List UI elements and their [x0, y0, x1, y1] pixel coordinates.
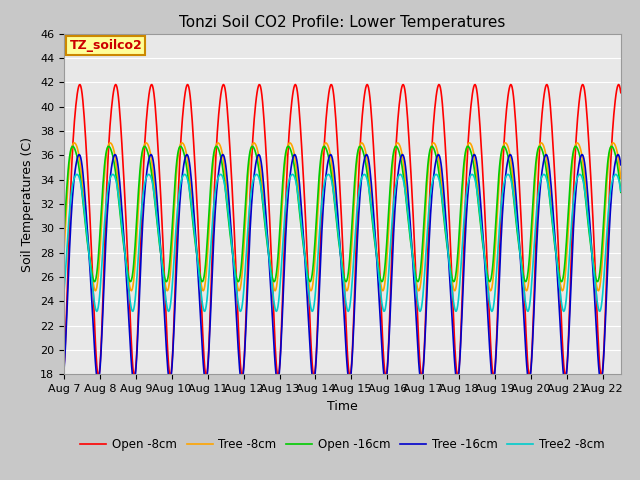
Tree -16cm [238, 379, 246, 385]
Open -8cm [94, 373, 102, 379]
Tree2 -8cm [360, 171, 368, 177]
Tree -16cm [617, 162, 625, 168]
Tree -16cm [483, 299, 491, 304]
Tree2 -8cm [95, 300, 102, 306]
Open -8cm [364, 82, 371, 87]
Line: Tree -16cm: Tree -16cm [64, 155, 621, 382]
Title: Tonzi Soil CO2 Profile: Lower Temperatures: Tonzi Soil CO2 Profile: Lower Temperatur… [179, 15, 506, 30]
Open -16cm [415, 275, 423, 281]
Open -8cm [399, 82, 406, 88]
Open -16cm [234, 279, 242, 285]
Open -16cm [94, 257, 102, 263]
Tree -8cm [617, 176, 625, 181]
X-axis label: Time: Time [327, 400, 358, 413]
Text: TZ_soilco2: TZ_soilco2 [70, 39, 142, 52]
Open -16cm [541, 158, 548, 164]
Open -8cm [541, 87, 548, 93]
Tree -8cm [385, 224, 392, 230]
Open -8cm [415, 352, 423, 358]
Tree2 -8cm [399, 178, 407, 183]
Line: Open -8cm: Open -8cm [64, 84, 621, 376]
Tree -16cm [540, 156, 548, 162]
Tree -8cm [94, 274, 102, 279]
Open -8cm [60, 364, 68, 370]
Tree2 -8cm [484, 284, 492, 290]
Tree -8cm [286, 140, 294, 146]
Open -8cm [384, 352, 392, 358]
Y-axis label: Soil Temperatures (C): Soil Temperatures (C) [22, 136, 35, 272]
Tree -8cm [343, 288, 351, 294]
Tree -8cm [484, 276, 492, 281]
Open -8cm [483, 256, 491, 262]
Tree -16cm [399, 152, 406, 157]
Tree2 -8cm [617, 188, 625, 194]
Tree2 -8cm [93, 309, 100, 314]
Line: Open -16cm: Open -16cm [64, 146, 621, 282]
Tree2 -8cm [541, 172, 548, 178]
Open -16cm [384, 219, 392, 225]
Open -8cm [617, 90, 625, 96]
Open -16cm [399, 168, 406, 173]
Tree -8cm [416, 285, 424, 290]
Open -16cm [428, 144, 436, 149]
Tree -8cm [541, 147, 548, 153]
Open -16cm [60, 231, 68, 237]
Tree2 -8cm [385, 270, 392, 276]
Tree2 -8cm [60, 289, 68, 295]
Tree2 -8cm [416, 309, 424, 314]
Tree -16cm [415, 368, 423, 374]
Legend: Open -8cm, Tree -8cm, Open -16cm, Tree -16cm, Tree2 -8cm: Open -8cm, Tree -8cm, Open -16cm, Tree -… [76, 433, 609, 456]
Open -16cm [617, 190, 625, 195]
Tree -8cm [60, 249, 68, 255]
Tree -16cm [614, 152, 622, 157]
Tree -16cm [94, 379, 102, 385]
Line: Tree -8cm: Tree -8cm [64, 143, 621, 291]
Open -8cm [525, 373, 533, 379]
Tree -16cm [60, 367, 68, 372]
Line: Tree2 -8cm: Tree2 -8cm [64, 174, 621, 312]
Tree -16cm [384, 356, 392, 362]
Open -16cm [484, 274, 492, 280]
Tree -8cm [399, 160, 407, 166]
